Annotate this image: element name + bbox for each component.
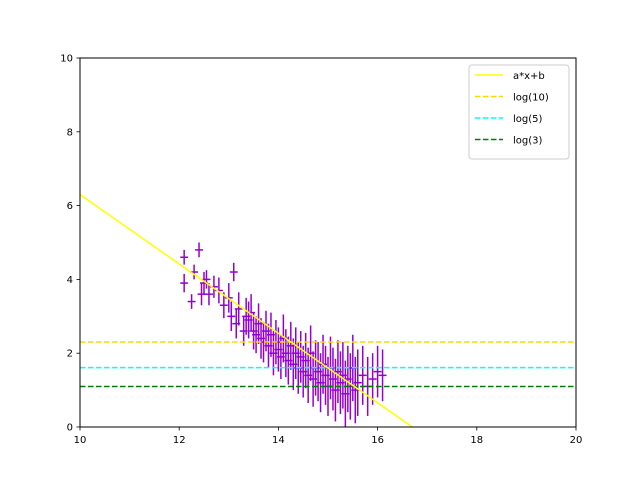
axes-frame: [79, 57, 577, 428]
data-point: [378, 349, 387, 402]
x-tick-label: 16: [371, 435, 384, 446]
data-point: [219, 292, 228, 319]
x-tick-label: 14: [272, 435, 285, 446]
data-point: [180, 273, 189, 293]
data-point: [368, 353, 377, 405]
data-point: [187, 294, 196, 309]
x-axis: 10 12 14 16 18 20: [74, 427, 583, 446]
y-tick-label: 10: [60, 54, 73, 65]
plot-area: [80, 193, 576, 427]
legend-label: log(3): [513, 136, 543, 147]
y-tick-label: 2: [67, 349, 73, 360]
legend: a*x+b log(10) log(5) log(3): [468, 64, 570, 160]
y-tick-label: 0: [67, 423, 73, 434]
y-axis: 0 2 4 6 8 10: [60, 54, 80, 434]
x-tick-label: 20: [570, 435, 583, 446]
legend-label: log(10): [513, 93, 549, 104]
legend-label: log(5): [513, 114, 543, 125]
data-point: [204, 283, 213, 306]
data-point: [373, 345, 382, 398]
y-tick-label: 6: [67, 201, 73, 212]
legend-box: [468, 64, 570, 160]
data-point: [234, 292, 243, 326]
x-tick-label: 12: [173, 435, 186, 446]
y-tick-label: 8: [67, 127, 73, 138]
data-point: [227, 301, 236, 332]
x-tick-label: 10: [74, 435, 87, 446]
data-point: [358, 345, 367, 405]
data-point: [180, 249, 189, 265]
fit-line: [80, 193, 413, 427]
series-0: [180, 242, 387, 427]
data-point: [229, 262, 238, 282]
data-point: [353, 349, 362, 416]
legend-label: a*x+b: [513, 71, 545, 82]
x-tick-label: 18: [470, 435, 483, 446]
data-point: [202, 270, 211, 289]
data-point: [195, 242, 204, 258]
y-tick-label: 4: [67, 275, 73, 286]
